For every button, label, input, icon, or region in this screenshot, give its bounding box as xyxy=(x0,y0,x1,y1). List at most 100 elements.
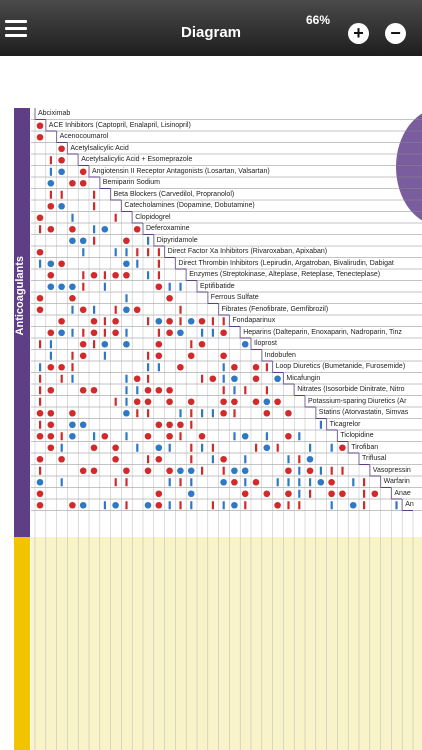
interaction-marker xyxy=(179,501,182,510)
interaction-marker xyxy=(36,122,44,130)
interaction-marker xyxy=(136,443,139,452)
interaction-marker xyxy=(39,466,42,475)
drug-label[interactable]: Nitrates (Isosorbide Dinitrate, Nitro xyxy=(297,386,405,393)
drug-label[interactable]: Acetylsalicylic Acid + Esomeprazole xyxy=(81,156,193,163)
interaction-marker xyxy=(49,167,52,176)
interaction-marker xyxy=(222,466,225,475)
interaction-marker xyxy=(198,432,206,440)
interaction-marker xyxy=(101,432,109,440)
interaction-marker xyxy=(244,478,247,487)
interaction-grid xyxy=(31,108,422,750)
interaction-marker xyxy=(71,213,74,222)
interaction-marker xyxy=(187,490,195,498)
interaction-marker xyxy=(71,363,74,372)
drug-label[interactable]: Potassium-sparing Diuretics (Ar xyxy=(308,397,407,405)
interaction-marker xyxy=(123,467,130,475)
zoom-in-button[interactable]: + xyxy=(348,23,369,44)
drug-label[interactable]: Acetylsalicylic Acid xyxy=(70,144,129,152)
interaction-marker xyxy=(306,455,314,463)
drug-label[interactable]: Tirofiban xyxy=(351,443,379,451)
interaction-marker xyxy=(179,432,182,441)
interaction-marker xyxy=(58,317,65,325)
drug-label[interactable]: Beta Blockers (Carvedilol, Propranolol) xyxy=(113,190,235,198)
drug-label[interactable]: Enzymes (Streptokinase, Alteplase, Retep… xyxy=(189,271,381,278)
interaction-marker xyxy=(317,478,325,486)
drug-label[interactable]: Fondaparinux xyxy=(232,317,276,324)
interaction-marker xyxy=(79,352,87,360)
drug-label[interactable]: Fibrates (Fenofibrate, Gemfibrozil) xyxy=(221,305,329,313)
drug-label[interactable]: Loop Diuretics (Bumetanide, Furosemide) xyxy=(275,363,406,370)
interaction-marker xyxy=(90,444,98,452)
interaction-marker xyxy=(233,432,236,441)
interaction-chart[interactable]: Anticoagulants Abciximab ACE Inhibitors (… xyxy=(0,56,422,750)
interaction-marker xyxy=(285,432,292,440)
drug-label[interactable]: Triflusal xyxy=(362,455,387,462)
drug-label[interactable]: Eptifibatide xyxy=(200,282,235,290)
interaction-marker xyxy=(330,443,333,452)
zoom-level: 66% xyxy=(306,13,331,27)
interaction-marker xyxy=(222,317,225,326)
interaction-marker xyxy=(157,328,160,337)
drug-label[interactable]: Dipyridamole xyxy=(156,236,198,244)
interaction-marker xyxy=(39,225,42,234)
drug-label[interactable]: Anae xyxy=(394,489,411,497)
interaction-marker xyxy=(133,375,141,383)
drug-label[interactable]: Statins (Atorvastatin, Simvas xyxy=(318,409,409,416)
interaction-marker xyxy=(155,501,163,509)
drug-label[interactable]: Iloprost xyxy=(254,340,277,347)
interaction-marker xyxy=(125,248,128,257)
interaction-marker xyxy=(49,340,52,349)
interaction-marker xyxy=(133,225,141,233)
interaction-marker xyxy=(166,467,173,475)
interaction-marker xyxy=(263,398,271,406)
interaction-marker xyxy=(166,317,173,325)
drug-label[interactable]: Warfarin xyxy=(383,478,410,485)
drug-label[interactable]: Heparins (Dalteparin, Enoxaparin, Nadrop… xyxy=(243,328,402,336)
interaction-marker xyxy=(39,340,42,349)
drug-label[interactable]: ACE Inhibitors (Captopril, Enalapril, Li… xyxy=(48,121,191,129)
interaction-marker xyxy=(155,317,163,325)
interaction-marker xyxy=(155,490,163,498)
interaction-marker xyxy=(71,351,74,360)
drug-label[interactable]: Direct Thrombin Inhibitors (Lepirudin, A… xyxy=(178,259,394,267)
interaction-marker xyxy=(211,317,214,326)
interaction-marker xyxy=(231,467,238,475)
interaction-marker xyxy=(71,374,74,383)
interaction-marker xyxy=(187,467,195,475)
drug-label[interactable]: Indobufen xyxy=(264,351,296,359)
interaction-marker xyxy=(330,501,333,510)
interaction-marker xyxy=(155,352,163,360)
interaction-marker xyxy=(36,409,44,417)
drug-label[interactable]: An xyxy=(405,501,414,508)
interaction-marker xyxy=(47,329,55,337)
drug-label[interactable]: Direct Factor Xa Inhibitors (Rivaroxaban… xyxy=(167,248,328,255)
drug-label[interactable]: Vasopressin xyxy=(372,466,411,474)
interaction-marker xyxy=(133,306,141,314)
interaction-marker xyxy=(252,478,260,486)
drug-label[interactable]: Angiotensin II Receptor Antagonists (Los… xyxy=(92,167,270,175)
drug-label[interactable]: Ticlopidine xyxy=(340,432,374,439)
drug-label[interactable]: Ferrous Sulfate xyxy=(210,294,259,301)
drug-label[interactable]: Ticagrelor xyxy=(329,420,361,428)
drug-label[interactable]: Micafungin xyxy=(286,374,321,382)
drug-label[interactable]: Abciximab xyxy=(38,110,71,117)
drug-label[interactable]: Catecholamines (Dopamine, Dobutamine) xyxy=(124,202,255,209)
interaction-marker xyxy=(222,374,225,383)
interaction-marker xyxy=(201,443,204,452)
interaction-marker xyxy=(47,225,55,233)
interaction-marker xyxy=(155,421,163,429)
drug-label[interactable]: Bemiparin Sodium xyxy=(102,179,160,186)
interaction-marker xyxy=(93,202,96,211)
zoom-out-button[interactable]: − xyxy=(385,23,406,44)
drug-label[interactable]: Acenocoumarol xyxy=(59,133,109,140)
interaction-marker xyxy=(155,283,163,291)
interaction-marker xyxy=(211,501,214,510)
interaction-marker xyxy=(166,432,173,440)
interaction-marker xyxy=(198,317,206,325)
drug-label[interactable]: Deferoxamine xyxy=(146,225,190,232)
drug-label[interactable]: Clopidogrel xyxy=(135,213,171,221)
interaction-marker xyxy=(276,478,279,487)
hamburger-menu-icon[interactable] xyxy=(5,20,27,38)
interaction-marker xyxy=(155,340,163,348)
interaction-marker xyxy=(211,328,214,337)
